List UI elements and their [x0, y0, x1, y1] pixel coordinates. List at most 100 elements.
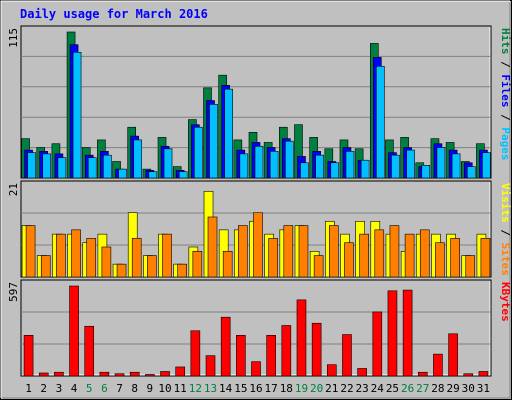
- bar-sites-day-3: [56, 233, 66, 278]
- x-tick-label: 18: [280, 382, 293, 395]
- bar-pages-day-29: [451, 153, 461, 179]
- bar-sites-day-25: [389, 225, 400, 278]
- bar-kbytes-day-25: [387, 290, 398, 377]
- x-tick-label: 7: [116, 382, 123, 395]
- x-tick-label: 2: [40, 382, 47, 395]
- x-tick-label: 8: [131, 382, 138, 395]
- bar-pages-day-6: [103, 154, 112, 179]
- x-tick-label: 13: [204, 382, 217, 395]
- bar-pages-day-14: [224, 88, 233, 179]
- bar-sites-day-14: [222, 250, 233, 278]
- bar-kbytes-day-1: [23, 334, 34, 377]
- bar-kbytes-day-4: [69, 285, 79, 377]
- bar-sites-day-11: [177, 263, 187, 278]
- bar-kbytes-day-28: [433, 353, 443, 377]
- bar-sites-day-18: [283, 225, 294, 278]
- bar-pages-day-27: [421, 165, 431, 179]
- bar-pages-day-26: [406, 149, 415, 179]
- y-max-label: 21: [7, 183, 20, 196]
- bar-kbytes-day-14: [220, 316, 231, 377]
- x-tick-label: 10: [158, 382, 171, 395]
- bar-sites-day-29: [450, 238, 460, 278]
- x-tick-label: 16: [249, 382, 262, 395]
- x-tick-label: 22: [340, 382, 353, 395]
- bar-sites-day-9: [147, 255, 157, 278]
- bar-sites-day-19: [298, 225, 309, 278]
- bar-kbytes-day-17: [266, 334, 276, 377]
- bar-pages-day-28: [436, 147, 446, 179]
- x-tick-label: 21: [325, 382, 338, 395]
- bar-pages-day-20: [315, 154, 324, 179]
- bar-kbytes-day-22: [342, 334, 352, 377]
- bar-pages-day-10: [163, 148, 173, 179]
- bar-sites-day-1: [25, 225, 36, 278]
- x-tick-label: 15: [234, 382, 247, 395]
- bar-pages-day-5: [87, 157, 97, 179]
- bar-sites-day-6: [101, 246, 112, 278]
- bar-sites-day-28: [435, 242, 445, 278]
- bar-kbytes-day-27: [417, 371, 428, 377]
- bar-sites-day-21: [329, 225, 339, 278]
- bar-sites-day-15: [238, 225, 248, 278]
- bar-pages-day-17: [269, 151, 279, 179]
- bar-kbytes-day-16: [251, 361, 261, 377]
- bar-kbytes-day-5: [84, 325, 95, 377]
- x-tick-label: 30: [462, 382, 475, 395]
- bar-pages-day-16: [254, 145, 264, 179]
- bar-pages-day-21: [330, 162, 340, 179]
- x-tick-label: 25: [386, 382, 399, 395]
- bar-sites-day-7: [116, 263, 127, 278]
- bar-sites-day-27: [419, 229, 430, 278]
- x-tick-label: 4: [71, 382, 78, 395]
- bar-sites-day-16: [253, 212, 263, 278]
- bar-kbytes-day-3: [54, 371, 64, 377]
- bar-kbytes-day-12: [190, 330, 201, 377]
- bar-pages-day-1: [27, 152, 36, 179]
- x-tick-label: 24: [371, 382, 385, 395]
- bar-pages-day-2: [42, 153, 52, 179]
- bar-pages-day-24: [375, 65, 385, 179]
- bar-sites-day-13: [207, 216, 218, 278]
- bar-pages-day-19: [300, 162, 309, 179]
- bar-pages-day-18: [285, 140, 294, 179]
- bar-kbytes-day-11: [175, 366, 185, 377]
- bar-pages-day-11: [178, 171, 188, 179]
- bar-pages-day-12: [194, 126, 203, 179]
- bar-sites-day-12: [192, 250, 203, 278]
- bar-kbytes-day-7: [114, 373, 125, 377]
- x-tick-label: 5: [86, 382, 93, 395]
- x-tick-label: 29: [446, 382, 459, 395]
- x-tick-label: 12: [189, 382, 202, 395]
- y-max-label: 115: [7, 28, 20, 48]
- bar-sites-day-23: [359, 233, 369, 278]
- x-tick-label: 26: [401, 382, 414, 395]
- x-tick-label: 3: [56, 382, 63, 395]
- bar-kbytes-day-21: [327, 364, 337, 377]
- bar-kbytes-day-15: [236, 334, 246, 377]
- bar-pages-day-7: [118, 168, 127, 179]
- x-tick-label: 20: [310, 382, 323, 395]
- x-tick-label: 11: [174, 382, 187, 395]
- series-side-label: KBytes: [499, 282, 512, 322]
- graph-title: Daily usage for March 2016: [20, 7, 208, 21]
- bar-pages-day-15: [239, 153, 249, 179]
- bar-kbytes-day-10: [160, 371, 170, 377]
- bar-sites-day-4: [71, 229, 81, 278]
- bar-pages-day-8: [133, 139, 143, 179]
- bar-pages-day-23: [360, 159, 370, 179]
- x-tick-label: 6: [101, 382, 108, 395]
- bar-kbytes-day-8: [129, 371, 140, 377]
- bar-kbytes-day-24: [372, 311, 383, 377]
- bar-kbytes-day-6: [99, 371, 110, 377]
- x-tick-label: 17: [265, 382, 278, 395]
- bar-sites-day-30: [465, 255, 476, 278]
- bar-kbytes-day-2: [38, 372, 49, 377]
- bar-kbytes-day-31: [478, 371, 489, 377]
- bar-sites-day-2: [40, 255, 51, 278]
- x-tick-label: 23: [356, 382, 369, 395]
- panel-kbytes: [20, 279, 492, 377]
